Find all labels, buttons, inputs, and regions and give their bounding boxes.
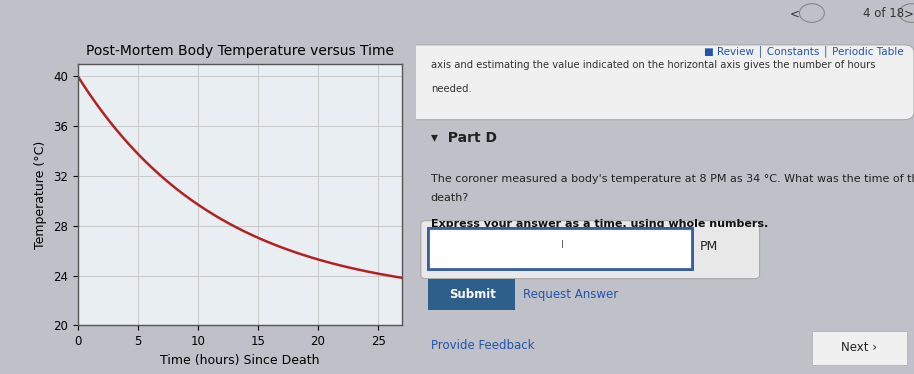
Text: Provide Feedback: Provide Feedback xyxy=(430,338,535,352)
FancyBboxPatch shape xyxy=(420,221,760,279)
Text: Request Answer: Request Answer xyxy=(523,288,618,301)
Text: 4 of 18: 4 of 18 xyxy=(863,7,904,21)
FancyBboxPatch shape xyxy=(812,331,907,365)
Text: <: < xyxy=(790,7,800,21)
Title: Post-Mortem Body Temperature versus Time: Post-Mortem Body Temperature versus Time xyxy=(86,44,394,58)
Text: The coroner measured a body's temperature at 8 PM as 34 °C. What was the time of: The coroner measured a body's temperatur… xyxy=(430,174,914,184)
Text: Submit: Submit xyxy=(449,288,495,301)
FancyBboxPatch shape xyxy=(406,45,914,120)
Text: needed.: needed. xyxy=(430,84,472,94)
Text: axis and estimating the value indicated on the horizontal axis gives the number : axis and estimating the value indicated … xyxy=(430,60,876,70)
FancyBboxPatch shape xyxy=(429,279,515,310)
Text: I: I xyxy=(561,240,564,250)
Y-axis label: Temperature (°C): Temperature (°C) xyxy=(35,140,48,249)
X-axis label: Time (hours) Since Death: Time (hours) Since Death xyxy=(160,354,320,367)
Text: ■ Review │ Constants │ Periodic Table: ■ Review │ Constants │ Periodic Table xyxy=(705,45,904,57)
Text: Next ›: Next › xyxy=(841,341,877,354)
FancyBboxPatch shape xyxy=(429,228,692,269)
Text: Express your answer as a time, using whole numbers.: Express your answer as a time, using who… xyxy=(430,219,768,229)
Text: PM: PM xyxy=(700,240,718,253)
Text: >: > xyxy=(904,7,914,21)
Text: death?: death? xyxy=(430,193,469,203)
FancyBboxPatch shape xyxy=(429,228,692,269)
Text: I: I xyxy=(561,233,564,242)
Text: ▾  Part D: ▾ Part D xyxy=(430,131,497,145)
